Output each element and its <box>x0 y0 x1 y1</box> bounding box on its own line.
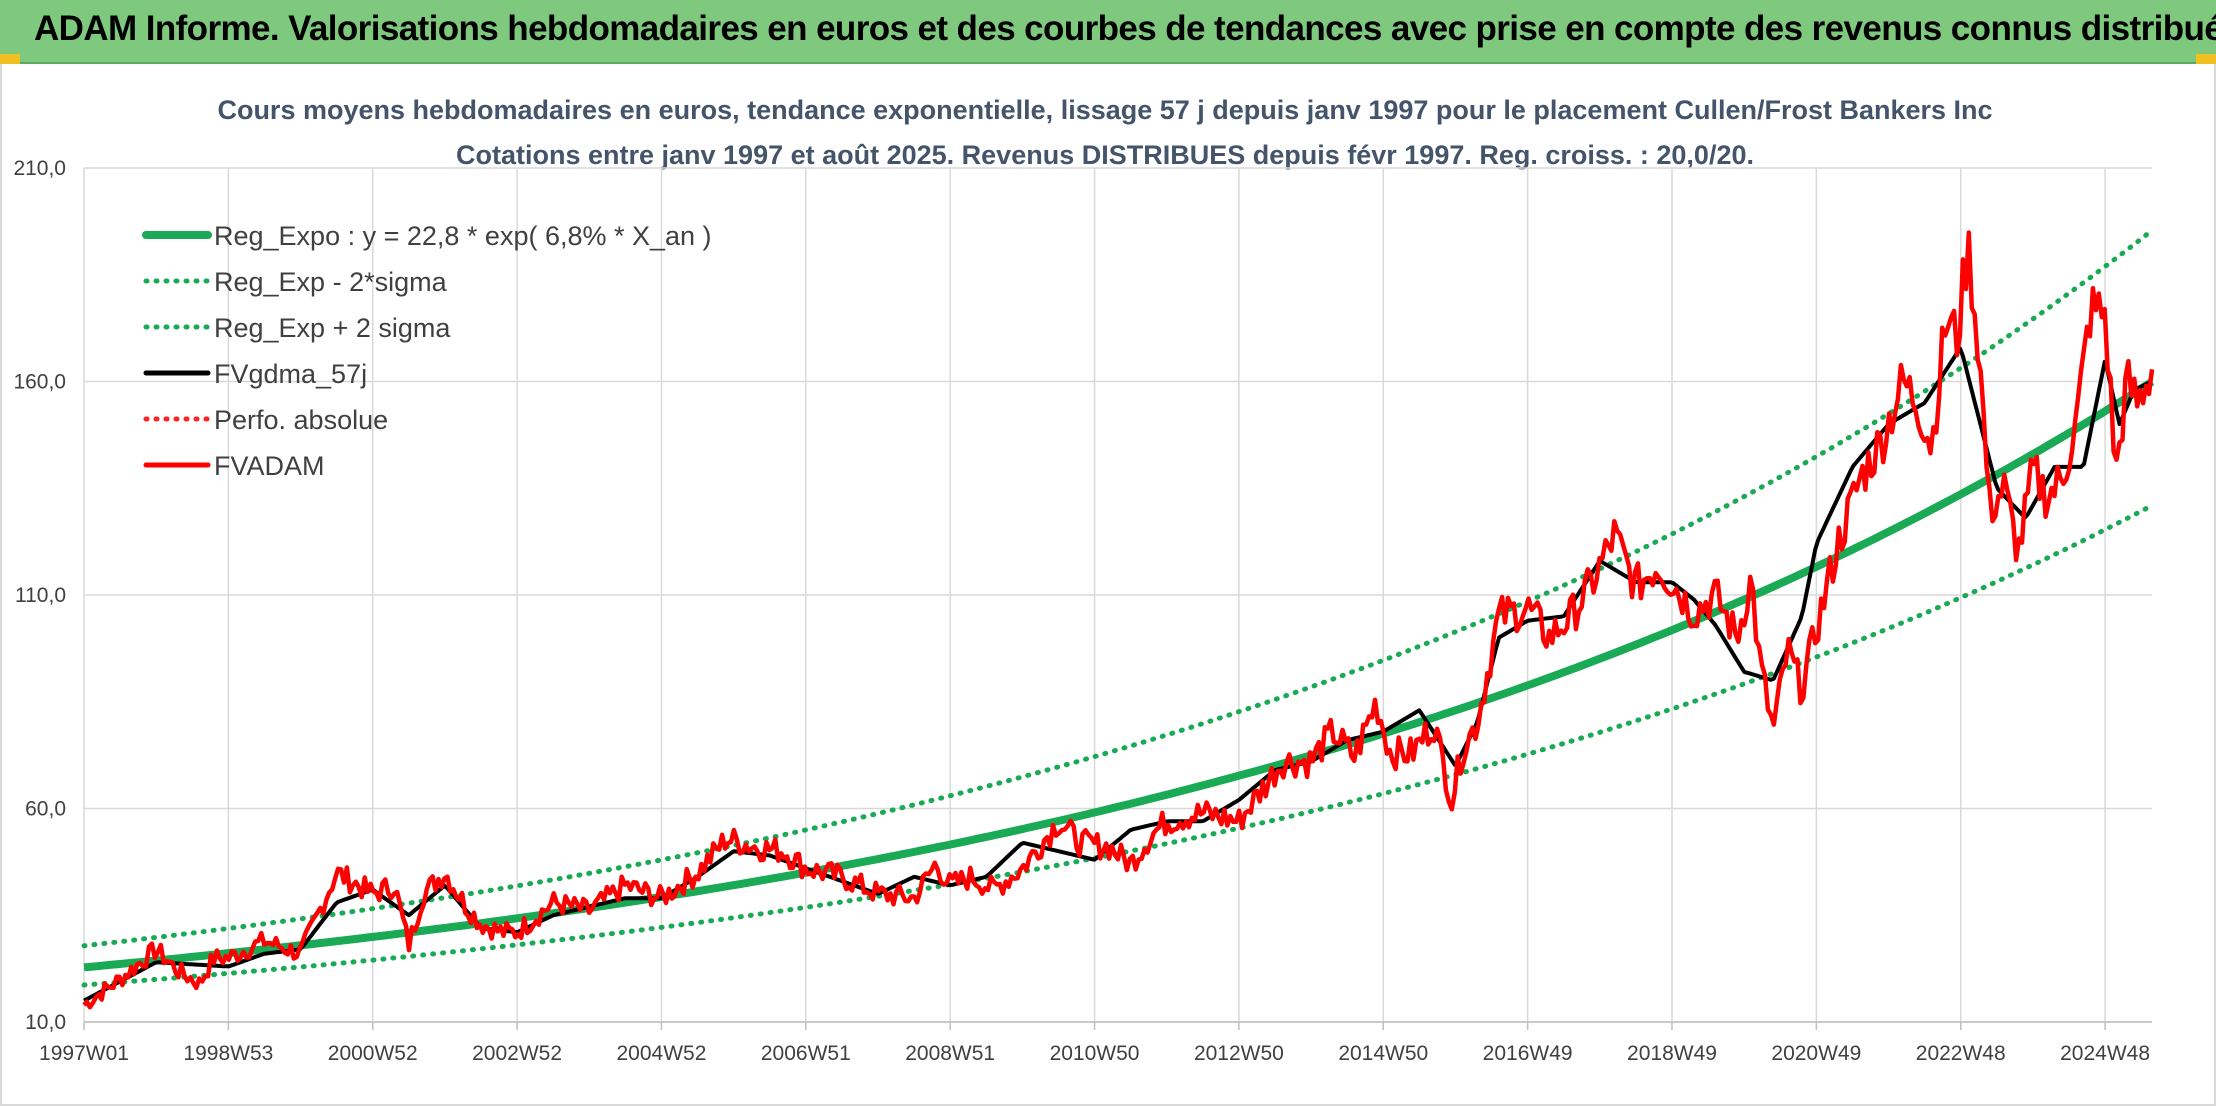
series-lower-band <box>81 503 2155 988</box>
chart-title: Cours moyens hebdomadaires en euros, ten… <box>217 95 1992 125</box>
y-tick-label: 210,0 <box>13 157 66 180</box>
legend-label: FVADAM <box>214 451 325 481</box>
report-banner: ADAM Informe. Valorisations hebdomadaire… <box>0 0 2216 64</box>
x-tick-label: 2004W52 <box>616 1042 706 1065</box>
legend-label: Perfo. absolue <box>214 405 388 435</box>
legend-label: FVgdma_57j <box>214 359 367 389</box>
series-reg-expo <box>83 378 2155 972</box>
x-tick-label: 2002W52 <box>472 1042 562 1065</box>
line-chart: Cours moyens hebdomadaires en euros, ten… <box>13 95 2155 1065</box>
legend-label: Reg_Expo : y = 22,8 * exp( 6,8% * X_an ) <box>214 221 712 251</box>
x-tick-label: 1997W01 <box>39 1042 129 1065</box>
x-tick-label: 2008W51 <box>905 1042 995 1065</box>
x-tick-label: 2022W48 <box>1916 1042 2006 1065</box>
x-tick-label: 2010W50 <box>1050 1042 1140 1065</box>
corner-mark-right <box>2196 54 2216 64</box>
series-fvgdma-57j <box>83 346 2153 1003</box>
x-tick-label: 2014W50 <box>1338 1042 1428 1065</box>
legend-label: Reg_Exp + 2 sigma <box>214 313 451 343</box>
legend-label: Reg_Exp - 2*sigma <box>214 267 448 297</box>
plot-area <box>81 227 2155 1010</box>
x-tick-label: 2016W49 <box>1483 1042 1573 1065</box>
y-tick-label: 160,0 <box>13 371 66 394</box>
chart-subtitle: Cotations entre janv 1997 et août 2025. … <box>456 140 1754 170</box>
legend: Reg_Expo : y = 22,8 * exp( 6,8% * X_an )… <box>142 221 712 481</box>
x-tick-label: 2020W49 <box>1771 1042 1861 1065</box>
axes: 10,0 60,0 110,0 160,0 210,0 1997W01 1998W53 200… <box>13 157 2152 1065</box>
x-tick-label: 2006W51 <box>761 1042 851 1065</box>
x-tick-label: 2024W48 <box>2060 1042 2150 1065</box>
y-tick-label: 110,0 <box>15 584 66 607</box>
x-tick-label: 2018W49 <box>1627 1042 1717 1065</box>
corner-mark-left <box>0 54 20 64</box>
y-tick-label: 10,0 <box>25 1011 66 1034</box>
x-tick-label: 2000W52 <box>328 1042 418 1065</box>
report-title: ADAM Informe. Valorisations hebdomadaire… <box>34 9 2216 48</box>
y-tick-label: 60,0 <box>25 798 66 821</box>
series-fvadam <box>82 230 2155 1010</box>
x-tick-label: 1998W53 <box>183 1042 273 1065</box>
x-tick-label: 2012W50 <box>1194 1042 1284 1065</box>
